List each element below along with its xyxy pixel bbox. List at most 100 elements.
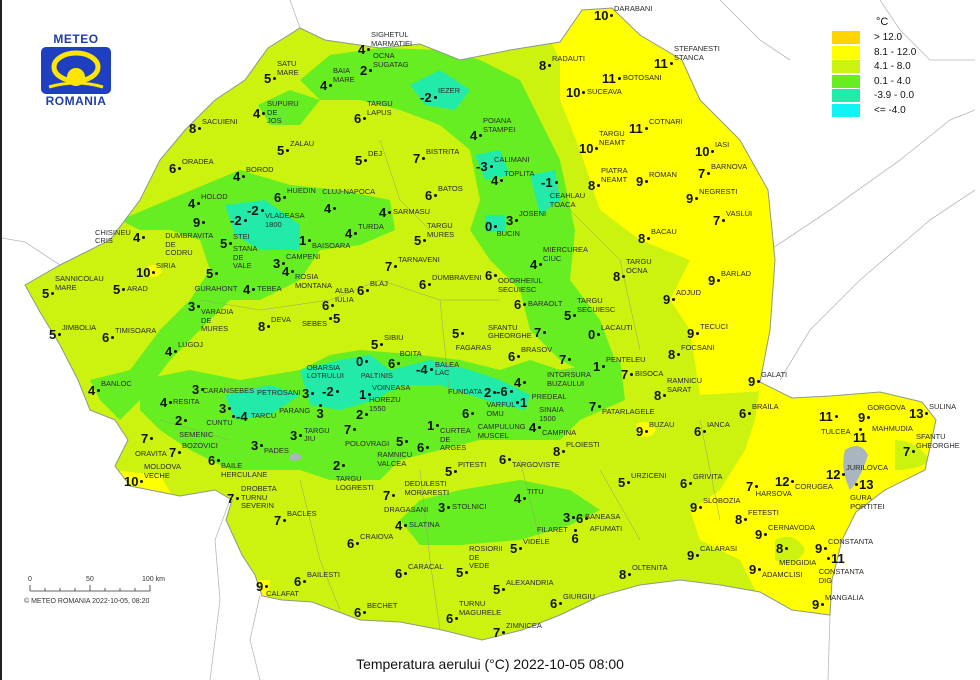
station-temperature: 10: [136, 264, 151, 280]
station-dot: [328, 83, 332, 87]
station-dot: [227, 406, 231, 410]
station-temperature: 7: [589, 398, 597, 414]
station-name: CRAIOVA: [360, 532, 394, 541]
station-dot: [391, 493, 395, 497]
station-temperature: 6: [576, 510, 584, 526]
station-dot: [695, 553, 699, 557]
station-name: OCNA SUGATAG: [373, 51, 409, 69]
station-name: HOLOD: [201, 192, 228, 201]
station-dot: [404, 439, 408, 443]
station-temperature: 5: [456, 564, 464, 580]
station-dot: [302, 579, 306, 583]
station-temperature: 4: [529, 419, 537, 435]
station-name: STEI: [233, 232, 250, 241]
station-dot: [435, 423, 439, 427]
station-dot: [538, 262, 542, 266]
station-dot: [489, 164, 493, 168]
station-name: PETROSANI: [257, 387, 301, 397]
station-temperature: 3: [302, 385, 310, 401]
station-dot: [173, 349, 177, 353]
logo-text-top: METEO: [53, 32, 99, 46]
station-temperature: 7: [383, 487, 391, 503]
station-dot: [478, 133, 482, 137]
station-dot: [355, 541, 359, 545]
station-temperature: 5: [113, 281, 121, 297]
station-temperature: 6: [446, 610, 454, 626]
station-dot: [362, 116, 366, 120]
station-dot: [757, 567, 761, 571]
station-temperature: 4: [379, 204, 387, 220]
station-temperature: 5: [49, 326, 57, 342]
station-name: DEJ: [368, 149, 383, 158]
station-dot: [341, 463, 345, 467]
station-temperature: -4: [236, 408, 248, 424]
legend-item: 4.1 - 8.0: [832, 60, 972, 74]
station-dot: [214, 271, 218, 275]
station-temperature: 9: [687, 547, 695, 563]
station-name: TARGU SECUIESC: [577, 296, 616, 314]
station-dot: [596, 332, 600, 336]
station-temperature: 6: [169, 160, 177, 176]
station-name: BARNOVA: [711, 162, 748, 171]
station-dot: [522, 496, 526, 500]
station-name: PLOIESTI: [566, 440, 600, 449]
station-dot: [790, 479, 794, 483]
station-name: STOLNICI: [452, 501, 487, 511]
station-name: SATU MARE: [277, 59, 299, 77]
station-temperature: 7: [141, 430, 149, 446]
station-name: HARSOVA: [755, 488, 792, 498]
station-dot: [522, 302, 526, 306]
station-name: TEBEA: [257, 283, 282, 293]
station-temperature: 6: [514, 296, 522, 312]
station-temperature: 10: [594, 7, 609, 23]
station-name: SLOBOZIA: [703, 496, 741, 505]
station-name: CARANSEBES: [202, 386, 255, 396]
station-name: TIMISOARA: [115, 326, 157, 335]
station-name: HUEDIN: [287, 186, 316, 195]
station-dot: [567, 357, 571, 361]
station-temperature: 6: [425, 187, 433, 203]
station-name: LUGOJ: [178, 340, 204, 349]
station-temperature: 6: [417, 439, 425, 455]
station-temperature: 11: [654, 55, 668, 71]
station-dot: [841, 472, 845, 476]
station-temperature: 7: [621, 366, 629, 382]
station-name: CAMPINA: [542, 428, 577, 437]
station-temperature: 3: [273, 255, 281, 271]
station-temperature: 9: [663, 291, 671, 307]
station-dot: [470, 411, 474, 415]
station-name: TITU: [527, 487, 544, 496]
station-name: MANGALIA: [825, 593, 864, 602]
station-temperature: 4: [324, 200, 332, 216]
station-name: SARMASU: [393, 206, 431, 216]
station-dot: [261, 111, 265, 115]
station-dot: [307, 238, 311, 242]
station-dot: [702, 429, 706, 433]
station-dot: [433, 193, 437, 197]
station-name: SFANTU GHEORGHE: [916, 432, 960, 450]
station-name: TARCU: [251, 410, 277, 420]
station-dot: [446, 505, 450, 509]
legend-item: -3.9 - 0.0: [832, 89, 972, 103]
station-temperature: 4: [358, 41, 366, 57]
station-dot: [721, 218, 725, 222]
station-dot: [754, 484, 758, 488]
legend-swatch: [832, 45, 860, 59]
station-dot: [216, 458, 220, 462]
station-name: BANLOC: [101, 379, 132, 388]
station-temperature: 0: [356, 353, 364, 369]
station-temperature: 4: [188, 195, 196, 211]
station-dot: [251, 287, 255, 291]
station-name: SINAIA 1500: [539, 405, 564, 423]
station-name: PADES: [264, 446, 289, 455]
station-temperature: 7: [344, 421, 352, 437]
station-dot: [298, 433, 302, 437]
station-temperature: 5: [371, 336, 379, 352]
station-dot: [924, 411, 928, 415]
station-dot: [698, 505, 702, 509]
station-name: RESITA: [173, 396, 200, 406]
station-dot: [387, 210, 391, 214]
station-temperature: 6: [354, 604, 362, 620]
station-dot: [231, 414, 235, 418]
station-name: BATOS: [438, 184, 463, 193]
